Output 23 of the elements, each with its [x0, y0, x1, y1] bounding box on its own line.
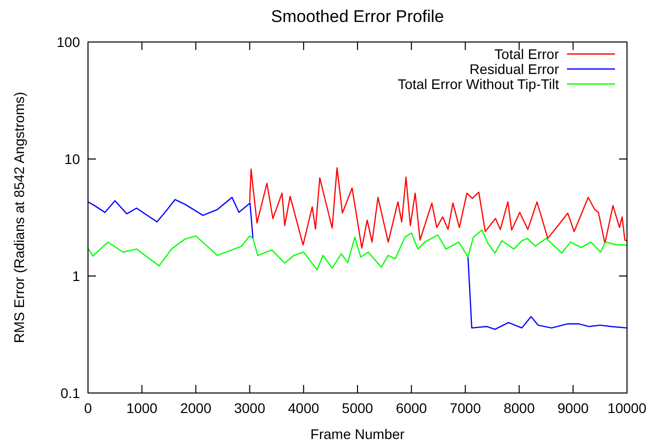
- x-tick-label: 9000: [558, 400, 589, 416]
- x-tick-label: 3000: [234, 400, 266, 416]
- x-tick-label: 8000: [504, 400, 535, 416]
- y-axis-title: RMS Error (Radians at 8542 Angstroms): [11, 92, 27, 344]
- chart-title: Smoothed Error Profile: [271, 7, 444, 26]
- legend-label: Total Error Without Tip-Tilt: [398, 76, 560, 92]
- x-tick-label: 4000: [288, 400, 320, 416]
- line-series: [249, 167, 628, 249]
- y-tick-label: 100: [56, 34, 80, 50]
- x-tick-label: 2000: [180, 400, 212, 416]
- x-tick-label: 10000: [608, 400, 647, 416]
- y-tick-label: 10: [64, 151, 80, 167]
- x-axis-title: Frame Number: [310, 426, 405, 442]
- line-series: [87, 229, 628, 270]
- x-tick-label: 6000: [396, 400, 428, 416]
- legend-label: Residual Error: [470, 61, 560, 77]
- y-tick-label: 0.1: [60, 385, 80, 401]
- legend-label: Total Error: [494, 46, 560, 62]
- x-tick-label: 7000: [450, 400, 482, 416]
- y-tick-label: 1: [72, 268, 80, 284]
- x-tick-label: 0: [84, 400, 92, 416]
- x-tick-label: 1000: [126, 400, 158, 416]
- x-tick-label: 5000: [342, 400, 374, 416]
